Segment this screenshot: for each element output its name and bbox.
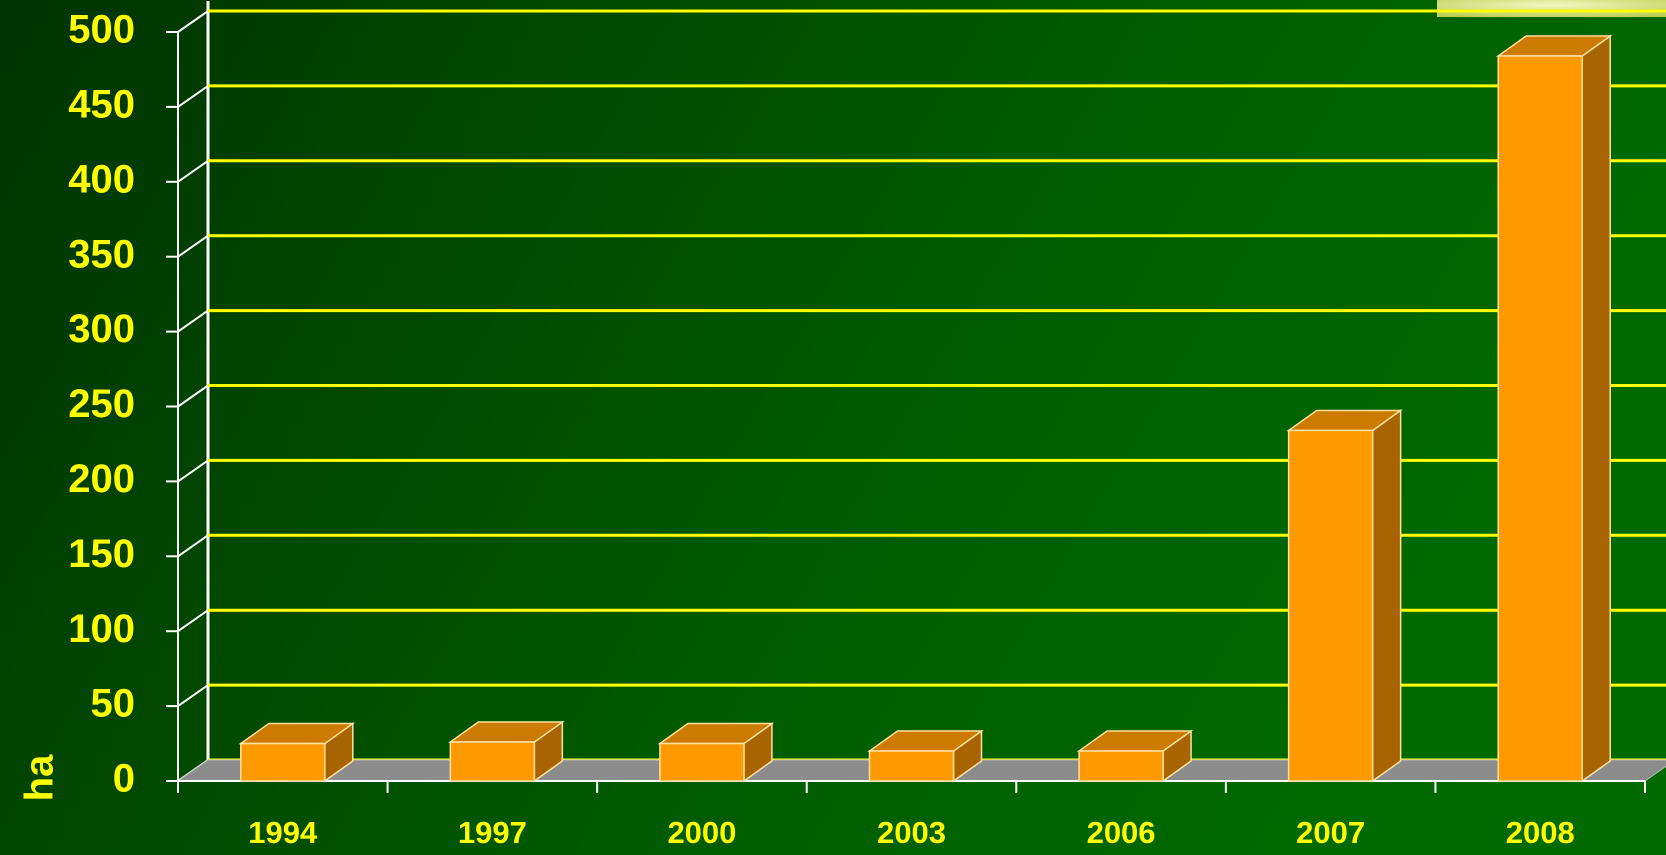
depth-line [177, 459, 209, 483]
y-tick-label: 100 [68, 607, 135, 651]
y-tick-label: 200 [68, 457, 135, 501]
bar [1078, 750, 1164, 782]
x-tick-label: 2007 [1296, 815, 1365, 850]
depth-line [177, 159, 209, 183]
x-tick-label: 2006 [1087, 815, 1156, 850]
y-tick-label: 0 [113, 757, 135, 801]
bar [659, 742, 745, 782]
y-tick-label: 150 [68, 532, 135, 576]
depth-line [177, 609, 209, 633]
depth-line [177, 10, 209, 33]
depth-line [177, 534, 209, 558]
x-tick-label: 2003 [877, 815, 946, 850]
y-tick-label: 50 [91, 682, 136, 726]
bar [868, 750, 955, 782]
depth-line [177, 234, 209, 258]
bar [1287, 429, 1374, 782]
y-tick-label: 400 [68, 157, 135, 201]
bar [240, 742, 326, 782]
y-tick-label: 500 [68, 8, 135, 52]
y-axis-label: ha [18, 754, 62, 801]
depth-line [177, 309, 209, 333]
bar [449, 741, 536, 782]
y-tick-label: 250 [68, 382, 135, 426]
y-tick-label: 300 [68, 307, 135, 351]
y-tick-label: 450 [68, 82, 135, 126]
depth-line [177, 684, 209, 707]
bar-side [1581, 34, 1611, 783]
depth-line [177, 384, 209, 408]
depth-line [177, 85, 209, 108]
x-tick-label: 2008 [1506, 815, 1575, 850]
bar-side [1371, 409, 1402, 783]
x-tick-label: 1994 [248, 815, 318, 850]
y-tick-label: 350 [68, 232, 135, 276]
bar [1497, 55, 1583, 782]
corner-photo [1437, 0, 1666, 17]
x-tick-label: 2000 [667, 815, 736, 850]
x-tick-label: 1997 [458, 815, 527, 850]
